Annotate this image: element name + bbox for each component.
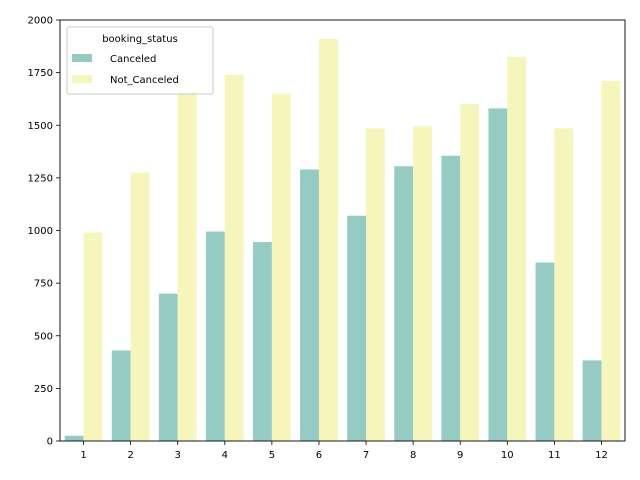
y-tick-label: 1500 [28,121,53,132]
y-tick-label: 1250 [28,173,53,184]
bar-not-canceled-8 [413,126,432,442]
x-tick-label: 1 [80,450,86,461]
x-tick-label: 11 [548,450,561,461]
x-tick-label: 7 [363,450,369,461]
x-tick-label: 8 [410,450,416,461]
bar-canceled-1 [64,435,84,441]
bar-not-canceled-7 [366,128,385,441]
bar-not-canceled-6 [318,38,338,441]
bar-canceled-7 [347,215,367,441]
legend-label-not-canceled: Not_Canceled [110,75,179,86]
x-tick-label: 4 [222,450,228,461]
x-tick-label: 5 [269,450,275,461]
legend-box [66,26,214,95]
y-tick-label: 500 [34,331,53,342]
bars-layer [64,38,621,442]
bar-canceled-3 [158,293,178,441]
bar-canceled-9 [441,155,461,441]
legend: booking_status Canceled Not_Canceled [66,26,214,95]
legend-label-canceled: Canceled [110,54,156,65]
y-tick-label: 2000 [28,16,53,27]
bar-not-canceled-3 [177,92,197,442]
bar-canceled-10 [488,108,508,441]
bar-not-canceled-4 [224,74,244,441]
x-tick-label: 10 [501,450,514,461]
y-tick-label: 250 [34,384,53,395]
x-tick-label: 3 [175,450,181,461]
bar-canceled-4 [205,231,225,441]
bar-canceled-5 [253,242,272,441]
x-tick-label: 9 [457,450,463,461]
y-tick-label: 0 [47,437,53,448]
bar-not-canceled-11 [554,128,574,441]
bar-not-canceled-5 [271,93,291,442]
bar-canceled-2 [111,350,131,441]
x-tick-label: 2 [127,450,133,461]
bar-canceled-12 [582,360,602,441]
y-tick-label: 1000 [28,226,53,237]
bar-canceled-8 [394,166,414,442]
bar-not-canceled-1 [83,232,103,441]
bar-not-canceled-9 [460,104,480,441]
legend-swatch-not-canceled [72,75,92,83]
legend-title: booking_status [102,34,178,45]
x-tick-label: 6 [316,450,322,461]
legend-swatch-canceled [72,54,92,62]
bar-canceled-6 [300,169,319,441]
y-tick-label: 750 [34,279,53,290]
bar-not-canceled-12 [601,81,621,442]
y-tick-label: 1750 [28,68,53,79]
bar-not-canceled-2 [130,172,150,442]
x-tick-label: 12 [595,450,608,461]
bar-not-canceled-10 [507,56,527,442]
bar-canceled-11 [535,262,555,441]
